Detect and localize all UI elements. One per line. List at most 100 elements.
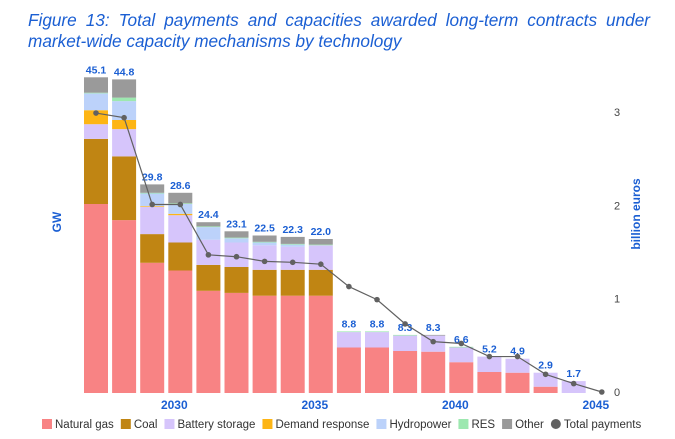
bar-hydropower-2032 <box>224 238 249 243</box>
bar-other-2030 <box>168 192 193 204</box>
legend-swatch-battery-storage <box>164 419 175 429</box>
data-label-2027: 45.1 <box>86 64 107 76</box>
bar-natural-gas-2030 <box>168 270 193 393</box>
bar-coal-2033 <box>252 269 277 296</box>
bar-res-2037 <box>365 331 389 333</box>
bar-other-2028 <box>112 79 137 98</box>
bar-battery-storage-2033 <box>252 245 277 270</box>
total-payments-point-2027 <box>93 110 99 116</box>
data-label-2043: 2.9 <box>538 360 553 372</box>
bar-coal-2031 <box>196 264 221 291</box>
bar-natural-gas-2035 <box>308 295 333 393</box>
bar-coal-2032 <box>224 267 249 293</box>
bar-other-2032 <box>224 231 249 238</box>
bar-natural-gas-2029 <box>140 262 165 393</box>
bar-natural-gas-2028 <box>112 220 137 393</box>
bar-other-2031 <box>196 222 221 227</box>
y2-tick-label: 3 <box>614 107 620 119</box>
legend-marker-total-payments <box>550 419 561 429</box>
bar-res-2033 <box>252 241 277 243</box>
legend-label-res: RES <box>471 419 495 431</box>
y2-tick-label: 1 <box>614 294 620 306</box>
bar-demand-response-2030 <box>168 213 193 216</box>
total-payments-point-2043 <box>542 371 549 378</box>
bar-res-2032 <box>224 237 249 239</box>
legend-label-total-payments: Total payments <box>564 419 642 431</box>
data-label-2037: 8.8 <box>370 318 385 330</box>
bar-natural-gas-2037 <box>365 347 389 393</box>
total-payments-point-2031 <box>205 252 212 258</box>
data-label-2034: 22.3 <box>282 224 303 236</box>
total-payments-point-2035 <box>318 261 324 267</box>
bar-hydropower-2030 <box>168 204 193 214</box>
total-payments-point-2045 <box>599 389 605 395</box>
total-payments-point-2039 <box>430 338 437 345</box>
bar-natural-gas-2027 <box>84 204 108 393</box>
total-payments-point-2030 <box>177 201 184 208</box>
total-payments-point-2040 <box>458 340 465 347</box>
bar-demand-response-2028 <box>112 120 137 130</box>
chart-title: Figure 13: Total payments and capacities… <box>28 10 650 51</box>
x-tick-label: 2030 <box>161 398 188 412</box>
bar-hydropower-2027 <box>84 93 108 111</box>
legend-label-demand-response: Demand response <box>275 419 369 431</box>
bar-coal-2034 <box>280 269 305 296</box>
bar-natural-gas-2031 <box>196 290 221 393</box>
bar-hydropower-2029 <box>140 193 165 207</box>
legend-swatch-res <box>458 419 469 429</box>
total-payments-point-2036 <box>346 283 352 290</box>
bar-other-2035 <box>308 239 333 245</box>
legend-label-natural-gas: Natural gas <box>55 419 114 431</box>
bar-other-2027 <box>84 77 108 93</box>
legend-swatch-other <box>502 419 513 429</box>
data-label-2030: 28.6 <box>170 180 191 192</box>
bar-battery-storage-2034 <box>280 246 305 270</box>
bar-res-2038 <box>393 334 418 336</box>
bar-res-2036 <box>336 331 361 333</box>
bar-natural-gas-2042 <box>505 372 530 393</box>
bar-hydropower-2028 <box>112 101 137 120</box>
x-tick-label: 2035 <box>301 398 328 412</box>
total-payments-point-2032 <box>233 253 240 260</box>
bar-res-2031 <box>196 226 221 228</box>
bar-natural-gas-2039 <box>421 351 446 393</box>
legend-label-coal: Coal <box>134 419 158 431</box>
bar-natural-gas-2036 <box>336 347 361 393</box>
bar-natural-gas-2040 <box>449 362 474 393</box>
bar-res-2035 <box>308 244 333 246</box>
data-label-2044: 1.7 <box>566 368 581 380</box>
bar-other-2034 <box>280 236 305 244</box>
y-axis-label: GW <box>50 211 64 232</box>
bar-battery-storage-2036 <box>336 332 361 348</box>
total-payments-point-2033 <box>261 258 268 265</box>
bar-battery-storage-2040 <box>449 347 474 363</box>
bar-battery-storage-2041 <box>477 356 502 372</box>
legend-label-other: Other <box>515 419 544 431</box>
data-label-2042: 4.9 <box>510 346 525 358</box>
total-payments-point-2037 <box>374 296 380 303</box>
legend-swatch-coal <box>120 419 131 429</box>
bar-natural-gas-2041 <box>477 372 502 393</box>
x-tick-label: 2045 <box>582 398 609 412</box>
x-tick-label: 2040 <box>442 398 469 412</box>
bar-natural-gas-2043 <box>533 386 558 393</box>
total-payments-point-2029 <box>149 201 155 208</box>
bar-coal-2027 <box>84 138 108 204</box>
y2-tick-label: 0 <box>614 387 620 399</box>
legend-swatch-demand-response <box>262 419 273 429</box>
bar-natural-gas-2034 <box>280 295 305 393</box>
bar-res-2027 <box>84 92 108 94</box>
bar-battery-storage-2038 <box>393 335 418 351</box>
legend-swatch-hydropower <box>376 419 387 429</box>
bar-hydropower-2034 <box>280 244 305 247</box>
bar-other-2039 <box>421 334 446 336</box>
bar-res-2034 <box>280 243 305 245</box>
bar-coal-2035 <box>308 269 333 296</box>
data-label-2041: 5.2 <box>482 344 497 356</box>
bar-natural-gas-2033 <box>252 295 277 393</box>
bar-coal-2029 <box>140 234 165 263</box>
data-label-2033: 22.5 <box>254 223 275 235</box>
bar-battery-storage-2029 <box>140 206 165 235</box>
legend-label-battery-storage: Battery storage <box>177 419 255 431</box>
